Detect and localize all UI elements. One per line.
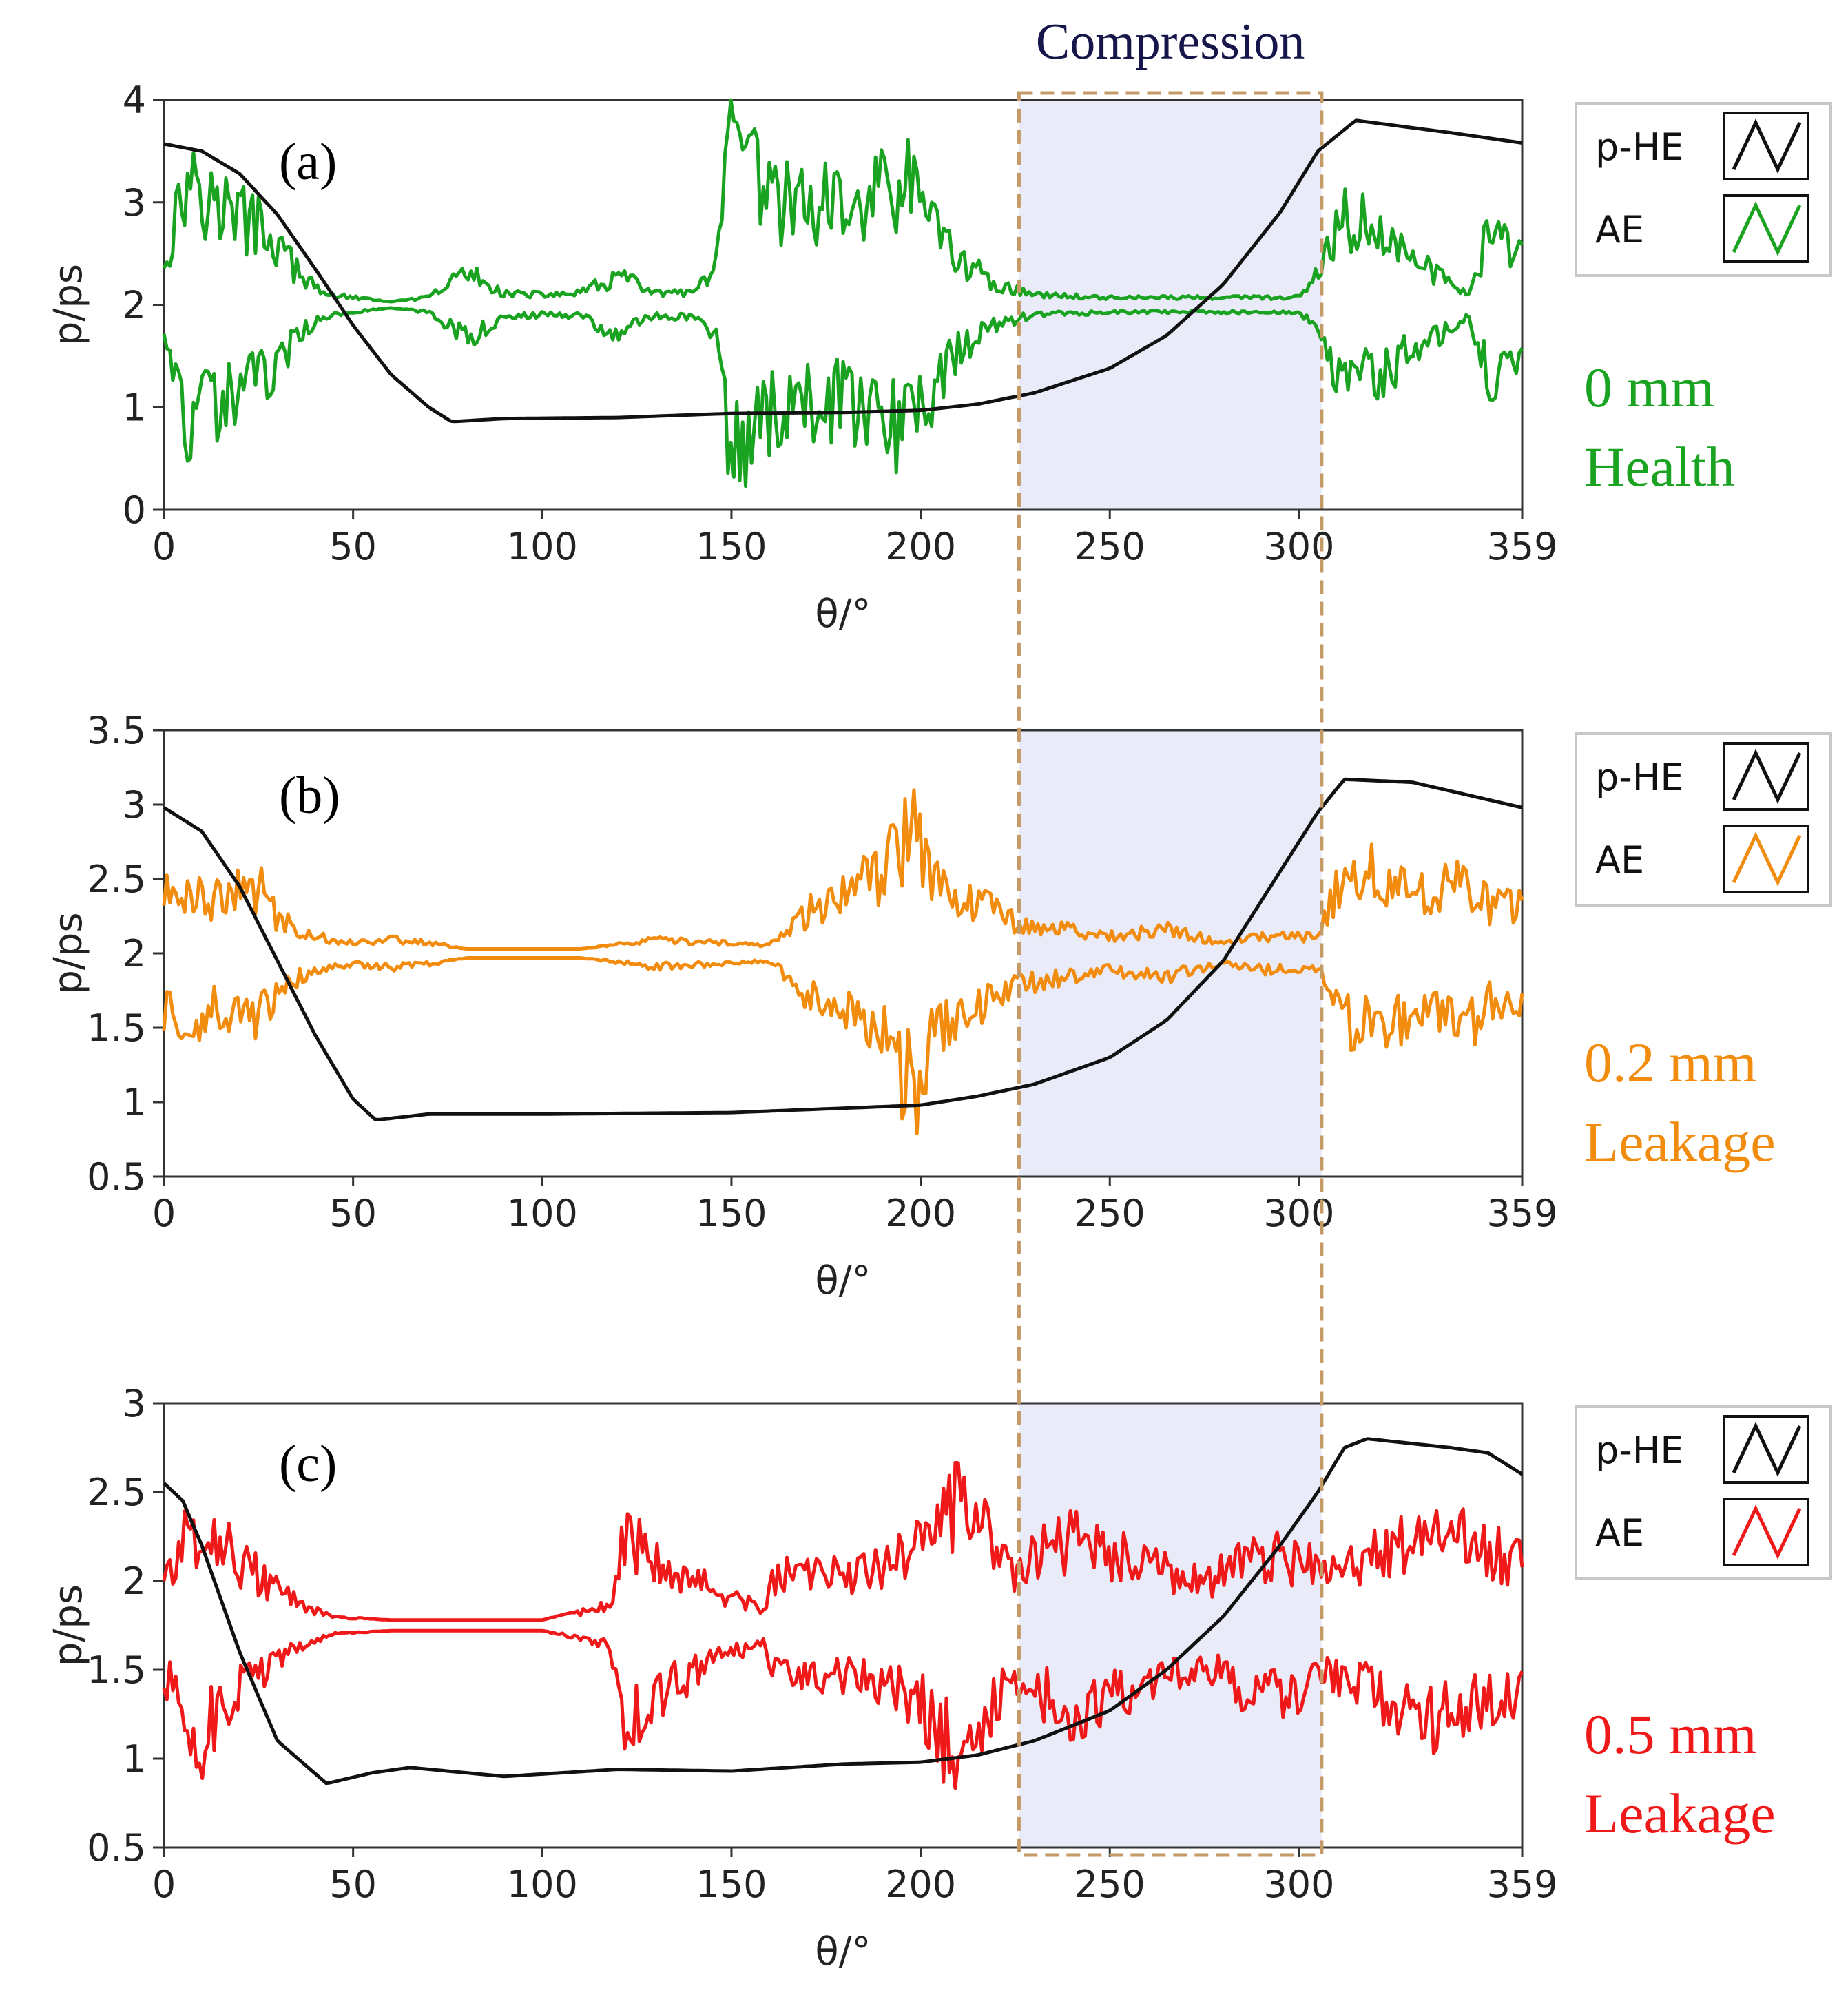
y-tick-label: 2 xyxy=(123,932,146,975)
legend: p-HE AE xyxy=(1575,1405,1832,1580)
ae-series-upper xyxy=(162,1460,1524,1622)
ae-series-upper xyxy=(162,98,1524,304)
y-axis-label: p/ps xyxy=(46,264,91,346)
y-tick-label: 3 xyxy=(123,783,146,827)
y-tick-label: 2.5 xyxy=(87,1471,146,1514)
legend-label-phe: p-HE xyxy=(1595,1429,1684,1472)
y-tick-label: 1 xyxy=(123,1737,146,1781)
x-tick-label: 200 xyxy=(885,1863,956,1906)
x-tick-label: 50 xyxy=(329,1863,377,1906)
y-tick-label: 2 xyxy=(123,1560,146,1603)
y-tick-label: 3 xyxy=(123,181,146,225)
legend-label-ae: AE xyxy=(1595,208,1644,251)
x-tick-label: 300 xyxy=(1263,1863,1334,1906)
chart-panel-3: 0.5 1 1.5 2 2.5 3 0 50 100 150 200 250 300 359 θ/° p/ps… xyxy=(46,1382,1832,1974)
x-tick-label: 100 xyxy=(507,525,578,568)
y-tick-label: 4 xyxy=(123,79,146,122)
legend-swatch-line xyxy=(1732,201,1802,256)
x-tick-label: 0 xyxy=(152,1192,176,1235)
legend-swatch-box xyxy=(1723,194,1809,263)
y-tick-label: 3.5 xyxy=(87,709,146,752)
x-tick-label: 250 xyxy=(1074,1192,1145,1235)
y-tick-label: 3 xyxy=(123,1382,146,1425)
condition-state: Leakage xyxy=(1584,1110,1776,1173)
x-tick-label: 50 xyxy=(329,525,377,568)
ae-series-lower xyxy=(162,1628,1524,1790)
y-tick-label: 1 xyxy=(123,386,146,429)
legend-swatch-line xyxy=(1732,749,1802,804)
x-tick-label: 50 xyxy=(329,1192,377,1235)
chart-panel-1: 0 1 2 3 4 0 50 100 150 200 250 300 359 θ/° p/ps (a) p-HE… xyxy=(46,79,1832,636)
phe-series xyxy=(163,777,1523,1121)
ae-series-lower xyxy=(162,956,1524,1135)
legend-swatch-line xyxy=(1732,831,1802,887)
y-tick-label: 0 xyxy=(123,488,146,532)
ae-series-lower xyxy=(162,306,1524,488)
chart-panel-2: 0.5 1 1.5 2 2.5 3 3.5 0 50 100 150 200 250 300 359 θ/° p… xyxy=(46,709,1832,1303)
y-tick-label: 1.5 xyxy=(87,1648,146,1692)
x-tick-label: 100 xyxy=(507,1863,578,1906)
x-tick-label: 150 xyxy=(696,1192,767,1235)
x-tick-label: 0 xyxy=(152,1863,176,1906)
condition-state: Leakage xyxy=(1584,1782,1776,1845)
x-tick-label: 0 xyxy=(152,525,176,568)
panel-tag: (b) xyxy=(279,767,340,825)
x-tick-label: 200 xyxy=(885,1192,956,1235)
panel-tag: (a) xyxy=(279,133,337,191)
x-tick-label: 300 xyxy=(1263,525,1334,568)
compression-box xyxy=(1017,91,1324,1857)
condition-state: Health xyxy=(1584,435,1735,498)
x-tick-label: 100 xyxy=(507,1192,578,1235)
x-axis-label: θ/° xyxy=(815,592,871,636)
condition-size: 0.2 mm xyxy=(1584,1031,1757,1094)
x-tick-label: 200 xyxy=(885,525,956,568)
phe-series xyxy=(163,118,1523,424)
x-tick-label: 359 xyxy=(1486,525,1557,568)
legend: p-HE AE xyxy=(1575,732,1832,907)
plot-frame xyxy=(163,1402,1524,1849)
condition-size: 0 mm xyxy=(1584,356,1714,419)
legend-swatch-line xyxy=(1732,1422,1802,1477)
x-tick-label: 150 xyxy=(696,1863,767,1906)
legend-label-ae: AE xyxy=(1595,838,1644,882)
x-axis-label: θ/° xyxy=(815,1259,871,1303)
ae-series-upper xyxy=(162,788,1524,951)
x-tick-label: 359 xyxy=(1486,1863,1557,1906)
legend: p-HE AE xyxy=(1575,102,1832,277)
y-tick-label: 1 xyxy=(123,1081,146,1124)
condition-size: 0.5 mm xyxy=(1584,1703,1757,1766)
x-tick-label: 300 xyxy=(1263,1192,1334,1235)
panel-tag: (c) xyxy=(279,1435,337,1493)
legend-label-phe: p-HE xyxy=(1595,756,1684,799)
y-tick-label: 2 xyxy=(123,284,146,327)
compression-bands xyxy=(1019,100,1322,1847)
legend-swatch-line xyxy=(1732,1504,1802,1560)
legend-swatch-line xyxy=(1732,118,1802,174)
compression-band xyxy=(1019,100,1322,510)
x-tick-label: 250 xyxy=(1074,525,1145,568)
compression-title: Compression xyxy=(1036,14,1305,70)
x-tick-label: 359 xyxy=(1486,1192,1557,1235)
y-tick-label: 0.5 xyxy=(87,1826,146,1870)
x-tick-label: 250 xyxy=(1074,1863,1145,1906)
y-tick-label: 1.5 xyxy=(87,1006,146,1050)
legend-label-phe: p-HE xyxy=(1595,125,1684,169)
y-axis-label: p/ps xyxy=(46,1584,91,1666)
y-tick-label: 0.5 xyxy=(87,1155,146,1199)
y-axis-label: p/ps xyxy=(46,912,91,994)
x-tick-label: 150 xyxy=(696,525,767,568)
legend-label-ae: AE xyxy=(1595,1511,1644,1555)
x-axis-label: θ/° xyxy=(815,1929,871,1974)
phe-series xyxy=(163,1437,1524,1786)
y-tick-label: 2.5 xyxy=(87,858,146,901)
compression-band xyxy=(1019,1403,1322,1847)
compression-band xyxy=(1019,730,1322,1177)
